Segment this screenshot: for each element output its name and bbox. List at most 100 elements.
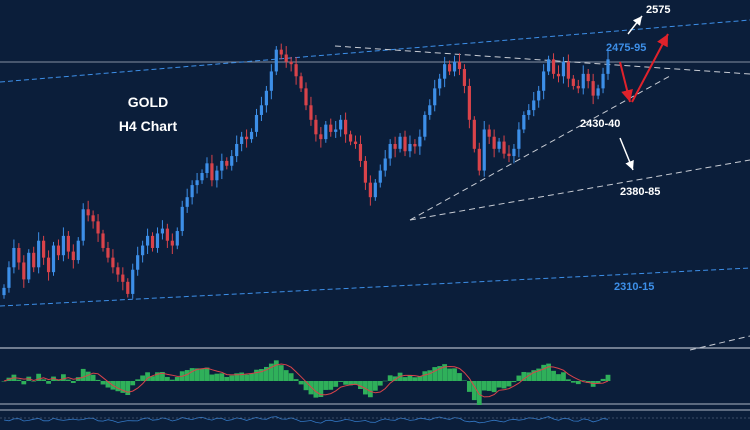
oscillator-bar <box>521 371 527 381</box>
oscillator-bar <box>308 381 314 395</box>
oscillator-bar <box>268 363 274 381</box>
oscillator-bar <box>199 368 205 381</box>
oscillator-bar <box>155 372 160 381</box>
level-label-2475-95: 2475-95 <box>606 42 646 54</box>
candle-body <box>339 119 343 130</box>
oscillator-bar <box>452 368 457 381</box>
candle-body <box>581 73 585 89</box>
oscillator-bar <box>85 371 91 381</box>
level-label-2310-15: 2310-15 <box>614 281 654 293</box>
candle-body <box>329 124 333 132</box>
oscillator-bar <box>536 368 542 381</box>
oscillator-bar <box>595 381 601 384</box>
oscillator-bar <box>224 376 230 381</box>
oscillator-bar <box>338 381 344 382</box>
candle-body <box>71 251 75 261</box>
candle-body <box>586 73 590 82</box>
candle-body <box>591 81 595 96</box>
candle-body <box>190 185 194 198</box>
candle-body <box>150 235 155 248</box>
candle-body <box>358 143 363 161</box>
candle-body <box>249 131 254 140</box>
oscillator-bar <box>70 381 76 383</box>
candle-body <box>235 143 239 157</box>
oscillator-bar <box>506 381 512 387</box>
candle-body <box>443 64 447 79</box>
candle-body <box>225 160 229 166</box>
candle-body <box>299 76 303 89</box>
candle-body <box>522 114 526 130</box>
oscillator-bar <box>61 374 66 381</box>
candle-body <box>447 64 452 72</box>
candle-body <box>542 71 546 91</box>
candle-body <box>368 182 372 198</box>
lower-indicator-line <box>3 416 609 424</box>
candle-body <box>512 148 516 157</box>
oscillator-bar <box>174 377 180 381</box>
oscillator-bar <box>278 365 284 381</box>
candle-body <box>403 136 407 152</box>
candle-body <box>86 209 90 216</box>
level-label-2380-85: 2380-85 <box>620 186 660 198</box>
oscillator-bar <box>372 381 378 391</box>
oscillator-bar <box>466 381 472 392</box>
candle-body <box>46 257 51 273</box>
candle-body <box>116 267 120 275</box>
candle-body <box>353 141 358 144</box>
oscillator-bar <box>125 381 131 396</box>
candle-body <box>106 247 110 258</box>
candle-body <box>334 129 338 132</box>
candle-body <box>220 160 224 171</box>
oscillator-bar <box>90 374 96 381</box>
candle-body <box>556 73 561 77</box>
candle-body <box>210 163 214 181</box>
candle-body <box>12 247 16 268</box>
candle-body <box>141 245 145 256</box>
candle-body <box>126 281 130 294</box>
candle-body <box>160 228 165 234</box>
oscillator-bar <box>303 381 309 391</box>
candle-body <box>32 252 36 268</box>
oscillator-bar <box>501 381 507 389</box>
candle-body <box>7 267 11 288</box>
candle-body <box>546 59 551 72</box>
candle-body <box>428 105 432 115</box>
candle-body <box>96 221 100 234</box>
oscillator-bar <box>600 378 606 381</box>
oscillator-bar <box>283 370 289 381</box>
oscillator-bar <box>363 381 368 395</box>
oscillator-bar <box>31 381 37 382</box>
candle-body <box>51 245 56 273</box>
oscillator-bar <box>16 379 22 381</box>
oscillator-bar <box>164 376 170 381</box>
candle-body <box>363 160 368 183</box>
oscillator-bar <box>145 372 150 381</box>
candle-body <box>121 274 125 282</box>
candle-body <box>279 49 283 55</box>
oscillator-bar <box>476 381 482 405</box>
oscillator-bar <box>140 375 146 381</box>
oscillator-bar <box>457 373 462 381</box>
candle-body <box>537 90 541 101</box>
oscillator-bar <box>189 368 195 381</box>
candle-body <box>467 85 471 120</box>
oscillator-bar <box>1 381 7 382</box>
oscillator-bar <box>105 381 111 388</box>
candle-body <box>136 255 140 270</box>
oscillator-bar <box>491 381 497 393</box>
candle-body <box>155 233 160 248</box>
candle-body <box>482 129 486 171</box>
candle-body <box>492 136 496 149</box>
candle-body <box>438 78 442 89</box>
oscillator-bar <box>293 379 299 381</box>
candle-body <box>185 197 189 207</box>
oscillator-bar <box>561 372 566 381</box>
oscillator-bar <box>412 377 418 381</box>
oscillator-bar <box>219 373 225 381</box>
oscillator-bar <box>462 380 467 381</box>
candle-body <box>383 158 387 171</box>
oscillator-bar <box>422 371 428 381</box>
candle-body <box>304 88 308 106</box>
